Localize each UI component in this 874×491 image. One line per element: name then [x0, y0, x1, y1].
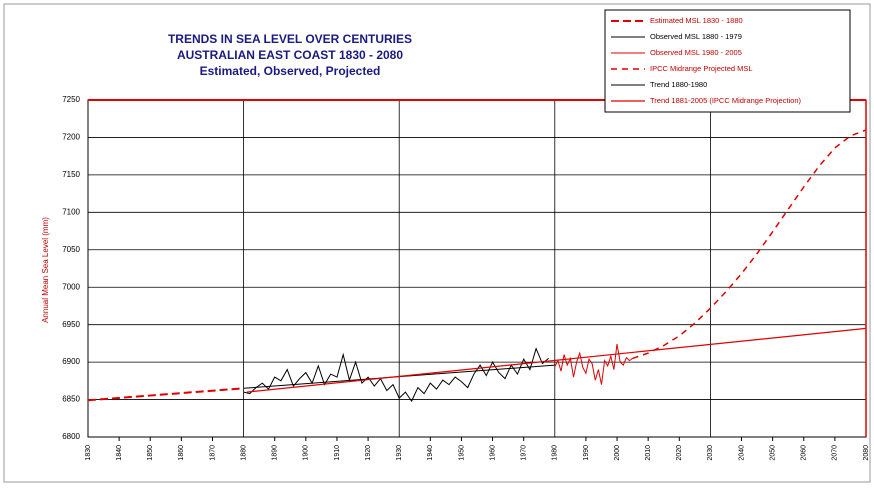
- x-tick-label: 2000: [614, 445, 621, 461]
- y-tick-label: 7000: [62, 282, 80, 291]
- legend-label: Observed MSL 1980 - 2005: [650, 48, 742, 57]
- x-tick-label: 1880: [240, 445, 247, 461]
- y-tick-label: 6950: [62, 320, 80, 329]
- x-tick-label: 1840: [116, 445, 123, 461]
- x-tick-label: 2080: [863, 445, 870, 461]
- x-tick-label: 1920: [365, 445, 372, 461]
- y-tick-label: 6850: [62, 395, 80, 404]
- x-tick-label: 1930: [396, 445, 403, 461]
- x-tick-label: 1910: [334, 445, 341, 461]
- y-tick-label: 6800: [62, 432, 80, 441]
- series-line: [246, 327, 867, 393]
- x-tick-label: 1870: [209, 445, 216, 461]
- chart-subtitle: Estimated, Observed, Projected: [200, 64, 381, 78]
- x-tick-label: 1900: [303, 445, 310, 461]
- chart-title: TRENDS IN SEA LEVEL OVER CENTURIES: [168, 32, 412, 46]
- legend-label: Observed MSL 1880 - 1979: [650, 32, 742, 41]
- y-tick-label: 7200: [62, 133, 80, 142]
- x-tick-label: 1960: [489, 445, 496, 461]
- x-tick-label: 1860: [178, 445, 185, 461]
- y-tick-label: 7250: [62, 95, 80, 104]
- chart-title: AUSTRALIAN EAST COAST 1830 - 2080: [177, 48, 403, 62]
- x-tick-label: 2060: [801, 445, 808, 461]
- x-tick-label: 1890: [272, 445, 279, 461]
- x-tick-label: 2010: [645, 445, 652, 461]
- y-tick-label: 7050: [62, 245, 80, 254]
- series-line: [554, 344, 633, 385]
- legend-label: Trend 1880-1980: [650, 80, 707, 89]
- legend-label: IPCC Midrange Projected MSL: [650, 64, 753, 73]
- x-tick-label: 1830: [85, 445, 92, 461]
- legend-label: Trend 1881-2005 (IPCC Midrange Projectio…: [650, 96, 802, 105]
- y-tick-label: 7150: [62, 170, 80, 179]
- y-axis-label: Annual Mean Sea Level (mm): [41, 217, 50, 323]
- plot-area: [87, 99, 867, 438]
- y-tick-label: 6900: [62, 357, 80, 366]
- y-tick-label: 7100: [62, 207, 80, 216]
- x-tick-label: 1970: [521, 445, 528, 461]
- series-line: [87, 387, 244, 402]
- legend-box: [604, 9, 851, 113]
- x-tick-label: 2020: [676, 445, 683, 461]
- x-tick-label: 1940: [427, 445, 434, 461]
- x-tick-label: 1990: [583, 445, 590, 461]
- x-tick-label: 2070: [832, 445, 839, 461]
- x-tick-label: 2030: [707, 445, 714, 461]
- x-tick-label: 1950: [458, 445, 465, 461]
- x-tick-label: 1980: [552, 445, 559, 461]
- legend-label: Estimated MSL 1830 - 1880: [650, 16, 743, 25]
- x-tick-label: 2040: [738, 445, 745, 461]
- x-tick-label: 1850: [147, 445, 154, 461]
- x-tick-label: 2050: [769, 445, 776, 461]
